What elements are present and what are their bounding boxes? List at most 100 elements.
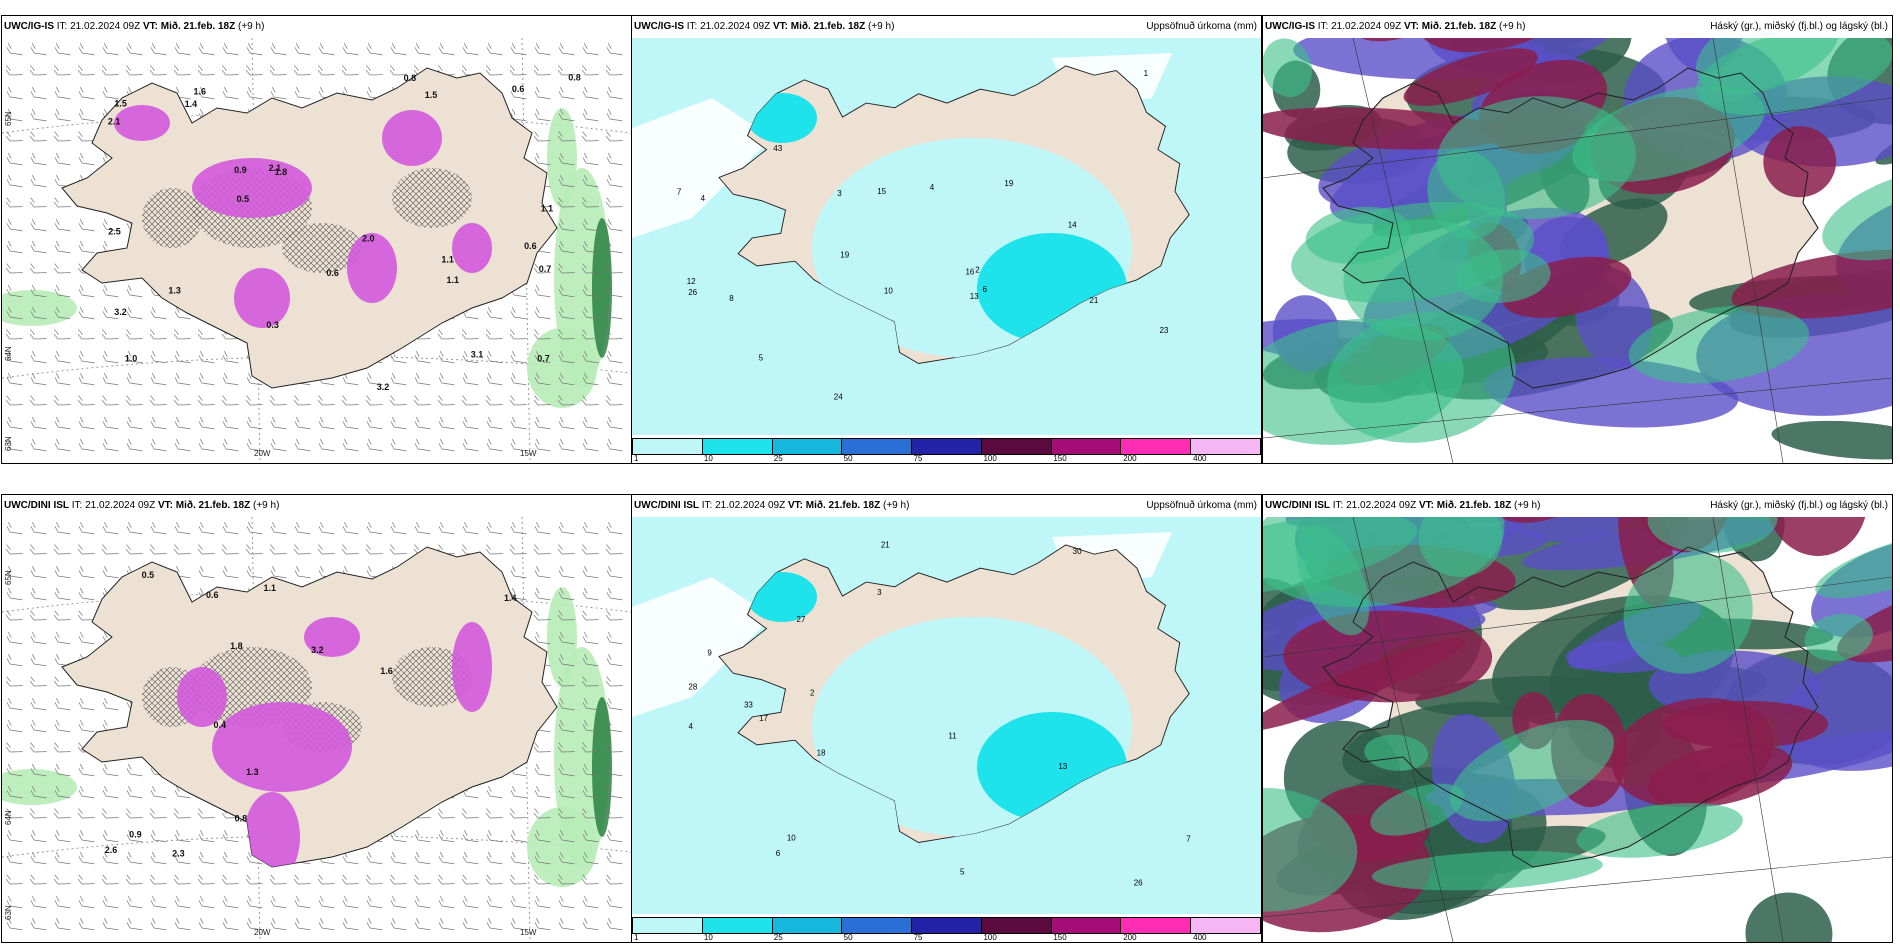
precip-value: 4 bbox=[688, 722, 693, 731]
cloud-cover-area bbox=[1771, 420, 1892, 460]
precip-area bbox=[452, 223, 492, 273]
wind-barb-icon bbox=[510, 917, 527, 931]
cloud-cover-area bbox=[1263, 107, 1507, 150]
wind-barb-icon bbox=[558, 350, 575, 364]
wind-barb-icon bbox=[29, 131, 47, 142]
wind-barb-icon bbox=[510, 521, 527, 535]
valid-time: Mið. 21.feb. 18Z bbox=[805, 500, 881, 511]
lon-label: 20W bbox=[254, 928, 271, 937]
wind-barb-icon bbox=[414, 372, 431, 386]
wind-barb-icon bbox=[78, 416, 95, 430]
wind-barb-icon bbox=[582, 42, 599, 56]
wind-barb-icon bbox=[245, 395, 263, 406]
wind-barb-icon bbox=[462, 917, 479, 931]
wind-barb-icon bbox=[509, 874, 527, 885]
precip-value: 1.4 bbox=[504, 593, 517, 603]
wind-barb-icon bbox=[510, 565, 527, 579]
precip-value: 21 bbox=[881, 540, 890, 549]
wind-barb-icon bbox=[53, 544, 71, 555]
wind-barb-icon bbox=[606, 152, 623, 166]
wind-barb-icon bbox=[485, 544, 503, 555]
wind-barb-icon bbox=[78, 587, 95, 601]
precip-value: 1.1 bbox=[264, 583, 277, 593]
precip-value: 0.8 bbox=[235, 813, 248, 823]
wind-barb-icon bbox=[558, 416, 575, 430]
wind-barb-icon bbox=[77, 544, 95, 555]
wind-barb-icon bbox=[462, 42, 479, 56]
precip-value: 5 bbox=[759, 353, 764, 362]
model-name: UWC/DINI ISL bbox=[4, 500, 69, 511]
wind-barb-icon bbox=[245, 544, 263, 555]
wind-barb-icon bbox=[6, 416, 23, 430]
colorbar-swatch bbox=[912, 439, 982, 454]
wind-barb-icon bbox=[437, 808, 455, 819]
wind-barb-icon bbox=[437, 329, 455, 340]
wind-barb-icon bbox=[246, 917, 263, 931]
precip-value: 0.6 bbox=[206, 590, 219, 600]
wind-barb-icon bbox=[150, 851, 167, 865]
precip-value: 1.1 bbox=[541, 203, 554, 213]
precip-value: 10 bbox=[884, 287, 893, 296]
panel-title: Uppsöfnuð úrkoma (mm) bbox=[1146, 21, 1257, 32]
wind-barb-icon bbox=[486, 42, 503, 56]
wind-barb-icon bbox=[198, 829, 215, 843]
wind-barb-icon bbox=[318, 42, 335, 56]
wind-barb-icon bbox=[582, 86, 599, 100]
wind-barb-icon bbox=[606, 653, 623, 667]
wind-barb-icon bbox=[294, 895, 311, 909]
precip-value: 2.1 bbox=[108, 117, 121, 127]
precip-value: 15 bbox=[877, 187, 886, 196]
wind-barb-icon bbox=[533, 329, 551, 340]
wind-barb-icon bbox=[173, 808, 191, 819]
wind-barb-icon bbox=[558, 829, 575, 843]
wind-barb-icon bbox=[582, 218, 599, 232]
model-name: UWC/IG-IS bbox=[634, 21, 684, 32]
cloud-cover-area bbox=[1745, 892, 1833, 942]
wind-barb-icon bbox=[318, 895, 335, 909]
wind-barb-icon bbox=[485, 808, 503, 819]
wind-barb-icon bbox=[5, 874, 23, 885]
wind-barb-icon bbox=[78, 372, 95, 386]
wind-barb-icon bbox=[126, 372, 143, 386]
wind-barb-icon bbox=[533, 131, 551, 142]
wind-barb-icon bbox=[606, 284, 623, 298]
precip-value: 5 bbox=[960, 868, 965, 877]
valid-time: Mið. 21.feb. 18Z bbox=[1436, 500, 1512, 511]
lat-label: 65N bbox=[4, 111, 13, 126]
wind-barb-icon bbox=[222, 521, 239, 535]
wind-barb-icon bbox=[173, 65, 191, 76]
wind-barb-icon bbox=[534, 284, 551, 298]
wind-barb-icon bbox=[6, 108, 23, 122]
precip-value: 3 bbox=[837, 189, 842, 198]
wind-barb-icon bbox=[582, 719, 599, 733]
wind-barb-icon bbox=[605, 874, 623, 885]
wind-barb-icon bbox=[438, 438, 455, 452]
precip-value: 1.1 bbox=[441, 254, 454, 264]
precip-value: 0.9 bbox=[234, 165, 247, 175]
wind-barb-icon bbox=[582, 152, 599, 166]
colorbar: 1 10 25 50 75 100 150 200 400 bbox=[632, 435, 1261, 463]
wind-barb-icon bbox=[605, 65, 623, 76]
wind-barb-icon bbox=[78, 829, 95, 843]
wind-barb-icon bbox=[53, 610, 71, 621]
wind-barb-icon bbox=[558, 653, 575, 667]
wind-barb-icon bbox=[173, 544, 191, 555]
wind-barb-icon bbox=[30, 785, 47, 799]
precip-value: 23 bbox=[1159, 326, 1168, 335]
wind-barb-icon bbox=[510, 42, 527, 56]
wind-barb-icon bbox=[30, 565, 47, 579]
precip-value: 1 bbox=[1144, 69, 1149, 78]
wind-barb-icon bbox=[5, 544, 23, 555]
wind-barb-icon bbox=[150, 42, 167, 56]
wind-barb-icon bbox=[534, 416, 551, 430]
wind-barb-icon bbox=[54, 587, 71, 601]
wind-barb-icon bbox=[414, 829, 431, 843]
precip-value: 13 bbox=[970, 292, 979, 301]
wind-barb-icon bbox=[77, 65, 95, 76]
wind-barb-icon bbox=[366, 851, 383, 865]
wind-barb-icon bbox=[558, 895, 575, 909]
wind-barb-icon bbox=[101, 808, 119, 819]
wind-barb-icon bbox=[6, 306, 23, 320]
wind-barb-icon bbox=[294, 438, 311, 452]
wind-barb-icon bbox=[30, 86, 47, 100]
